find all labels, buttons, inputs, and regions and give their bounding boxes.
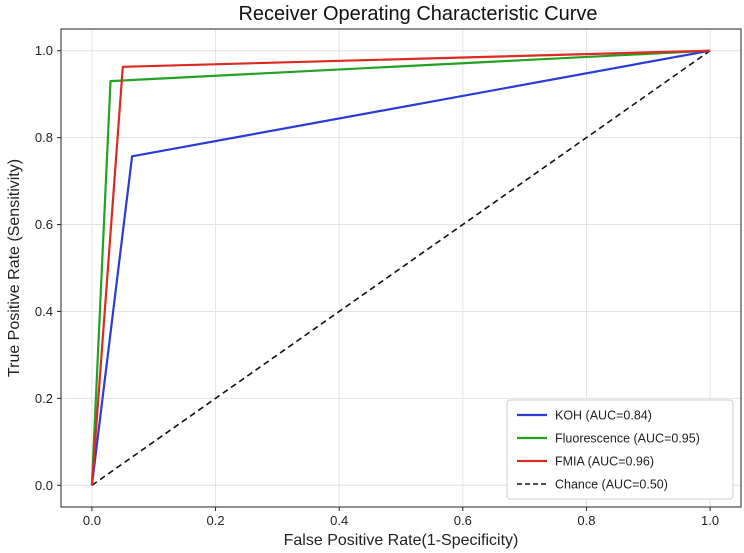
series-line-koh (90, 49, 711, 486)
x-axis-label: False Positive Rate(1-Specificity) (284, 532, 519, 549)
y-tick-label: 0.2 (35, 391, 53, 406)
series-line-chance (91, 50, 711, 486)
legend-label-chance: Chance (AUC=0.50) (555, 478, 668, 492)
y-tick-label: 0.0 (35, 478, 53, 493)
legend-label-fluorescence: Fluorescence (AUC=0.95) (555, 432, 700, 446)
plot-frame (60, 28, 742, 508)
series-line-fmia (90, 49, 711, 486)
x-tick-label: 0.6 (454, 513, 472, 528)
x-tick-label: 0.8 (577, 513, 595, 528)
legend-box (506, 399, 734, 500)
y-tick-label: 0.4 (35, 304, 53, 319)
legend-label-koh: KOH (AUC=0.84) (555, 409, 652, 423)
x-tick-label: 0.2 (207, 513, 225, 528)
x-tick-label: 1.0 (701, 513, 719, 528)
series-lines (90, 49, 711, 486)
chart-title: Receiver Operating Characteristic Curve (238, 3, 597, 25)
legend-label-fmia: FMIA (AUC=0.96) (555, 455, 654, 469)
grid (61, 29, 741, 507)
ticks: 0.0 0.2 0.4 0.6 0.8 1.0 0.0 0.2 0.4 0.6 0.8 1.0 (35, 43, 719, 528)
x-tick-label: 0.4 (330, 513, 348, 528)
legend: KOH (AUC=0.84) Fluorescence (AUC=0.95) FMI… (506, 399, 734, 500)
x-tick-label: 0.0 (83, 513, 101, 528)
y-tick-label: 0.8 (35, 130, 53, 145)
y-axis-label: True Positive Rate (Sensitivity) (6, 159, 23, 377)
y-tick-label: 1.0 (35, 43, 53, 58)
series-line-fluorescence (90, 49, 711, 486)
y-tick-label: 0.6 (35, 217, 53, 232)
